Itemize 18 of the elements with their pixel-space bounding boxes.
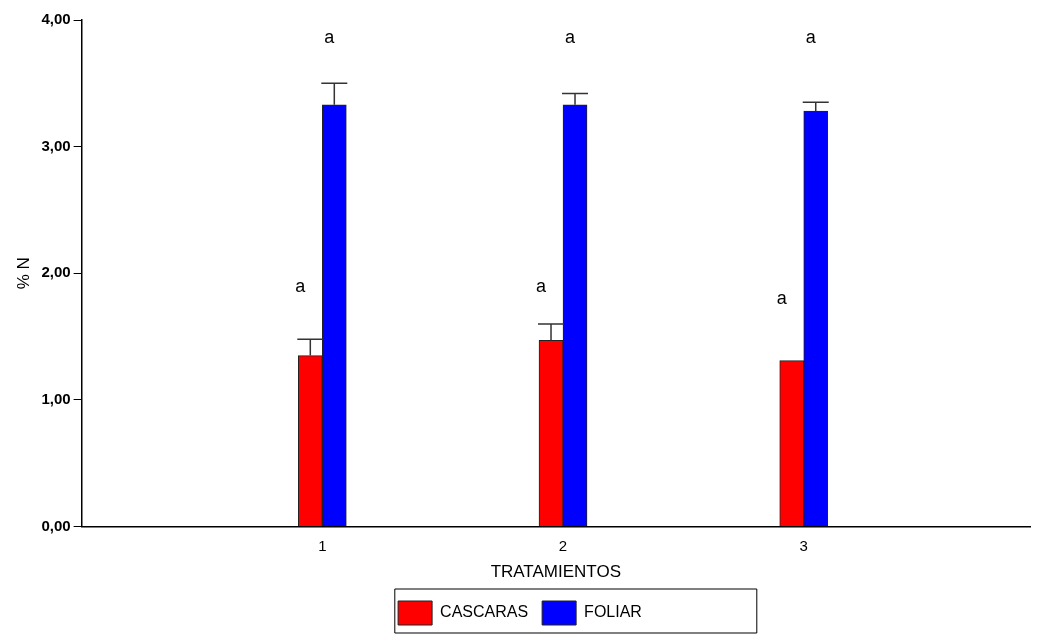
legend-label: CASCARAS — [440, 603, 529, 621]
x-tick-label: 2 — [558, 536, 568, 554]
annotation: a — [295, 276, 307, 297]
y-tick-label: 3,00 — [41, 136, 71, 154]
annotation: a — [805, 26, 817, 47]
annotation: a — [565, 26, 577, 47]
legend-label: FOLIAR — [584, 603, 642, 621]
y-axis-title: % N — [13, 257, 33, 290]
y-tick-label: 4,00 — [41, 10, 71, 28]
x-tick-label: 3 — [799, 536, 808, 554]
annotation: a — [324, 26, 336, 47]
x-tick-label: 1 — [318, 536, 327, 554]
y-tick-label: 0,00 — [41, 516, 71, 534]
y-tick-label: 1,00 — [41, 390, 71, 408]
annotation: a — [776, 287, 788, 308]
y-tick-label: 2,00 — [41, 263, 71, 281]
x-axis-title: TRATAMIENTOS — [490, 562, 621, 582]
annotation: a — [536, 276, 548, 297]
